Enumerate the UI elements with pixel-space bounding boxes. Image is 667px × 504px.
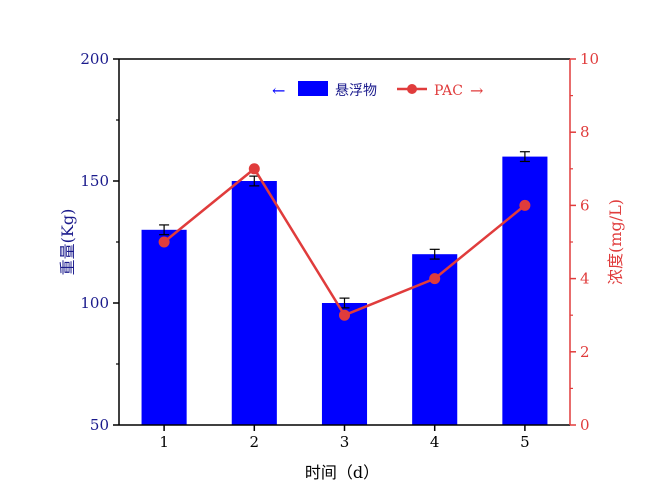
- bar-2: [231, 181, 277, 425]
- legend-line-marker: [407, 84, 417, 94]
- x-axis-title: 时间（d）: [305, 463, 379, 482]
- right-axis-title: 浓度(mg/L): [606, 199, 625, 285]
- line-series: [158, 163, 531, 321]
- left-tick-label-150: 150: [80, 172, 109, 190]
- x-tick-label-5: 5: [520, 433, 530, 451]
- legend-right-arrow: →: [470, 81, 483, 100]
- legend: ← 悬浮物 PAC →: [272, 81, 483, 100]
- x-tick-label-4: 4: [430, 433, 440, 451]
- bar-series: [141, 156, 548, 425]
- right-tick-label-10: 10: [580, 50, 599, 68]
- legend-left-arrow: ←: [272, 81, 285, 100]
- x-tick-label-1: 1: [159, 433, 169, 451]
- x-tick-label-3: 3: [340, 433, 350, 451]
- pac-point-4: [429, 273, 441, 285]
- legend-bar-swatch: [298, 81, 328, 96]
- bar-5: [502, 156, 548, 425]
- bar-1: [141, 229, 187, 425]
- legend-line-label: PAC: [434, 83, 463, 99]
- right-tick-label-0: 0: [580, 416, 590, 434]
- pac-point-2: [248, 163, 260, 175]
- pac-point-1: [158, 236, 170, 248]
- right-tick-label-8: 8: [580, 123, 590, 141]
- left-axis-title: 重量(Kg): [58, 209, 77, 276]
- legend-bar-label: 悬浮物: [335, 83, 377, 99]
- right-tick-label-6: 6: [580, 196, 590, 214]
- pac-line: [163, 166, 526, 317]
- x-tick-label-2: 2: [250, 433, 260, 451]
- pac-point-5: [519, 199, 531, 211]
- right-tick-label-4: 4: [580, 270, 590, 288]
- pac-point-3: [339, 309, 350, 321]
- left-tick-label-50: 50: [90, 416, 109, 434]
- left-tick-label-100: 100: [80, 294, 109, 312]
- right-tick-label-2: 2: [580, 343, 590, 361]
- bar-3: [321, 303, 368, 425]
- error-bars: [159, 151, 530, 309]
- left-tick-label-200: 200: [80, 50, 109, 68]
